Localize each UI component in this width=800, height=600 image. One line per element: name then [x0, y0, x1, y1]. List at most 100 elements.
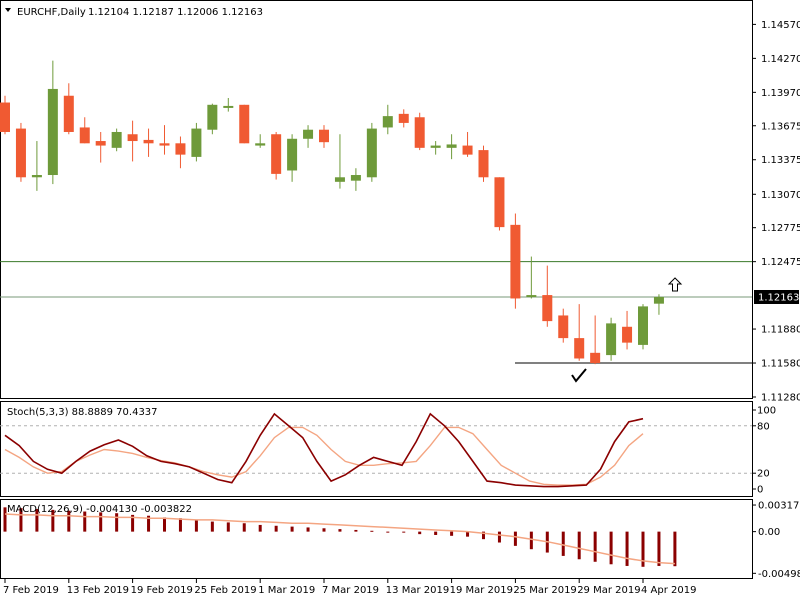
time-tick-label: 29 Mar 2019: [577, 585, 640, 596]
candle: [271, 131, 282, 180]
macd-histogram: [3, 507, 677, 567]
candle: [462, 131, 473, 157]
candle-body: [430, 145, 441, 148]
stoch-axis: 100 80 20 0: [752, 406, 776, 496]
price-tick-label: 1.14570: [761, 20, 800, 31]
candle: [143, 128, 154, 157]
macd-bar: [226, 522, 230, 532]
time-axis: 7 Feb 2019 13 Feb 2019 19 Feb 2019 25 Feb 2…: [3, 578, 696, 596]
time-tick-label: 7 Mar 2019: [322, 585, 379, 596]
stoch-levels: [0, 425, 752, 474]
stoch-title: Stoch(5,3,3) 88.8889 70.4337: [7, 407, 158, 418]
price-tick-label: 1.13070: [761, 190, 800, 201]
candle-body: [239, 104, 250, 144]
macd-pane[interactable]: 0.003177 0.00 -0.00498: [0, 499, 800, 580]
price-tick-label: 1.14270: [761, 54, 800, 65]
macd-bar: [625, 531, 629, 566]
candle: [319, 125, 329, 148]
macd-bar: [418, 531, 422, 535]
price-tick-label: 1.13375: [761, 155, 800, 166]
candle-body: [526, 295, 537, 298]
macd-bar: [386, 531, 390, 533]
time-tick-label: 13 Mar 2019: [386, 585, 449, 596]
candle: [382, 104, 393, 135]
candle-body: [15, 128, 26, 178]
price-tick-label: 1.13970: [761, 88, 800, 99]
candle-body: [31, 175, 42, 178]
macd-bar: [3, 507, 7, 532]
stoch-pane[interactable]: 100 80 20 0: [0, 401, 776, 497]
candle: [510, 213, 521, 309]
candle: [653, 294, 664, 315]
candle-body: [79, 127, 90, 144]
candle: [590, 315, 601, 365]
candle-body: [414, 117, 425, 148]
price-pane[interactable]: 1.14570 1.14270 1.13970 1.13675 1.13375 1.130…: [0, 0, 800, 404]
macd-bar: [35, 509, 39, 532]
macd-bar: [322, 528, 326, 532]
candle: [95, 131, 106, 163]
time-tick-label: 19 Mar 2019: [450, 585, 513, 596]
stoch-lines: [4, 412, 644, 488]
macd-bar: [194, 519, 198, 532]
candle-body: [350, 175, 361, 181]
price-tick-label: 1.11880: [761, 325, 800, 336]
candle-body: [542, 295, 553, 322]
macd-bar: [370, 530, 374, 532]
macd-bar: [163, 517, 166, 532]
candle-body: [271, 134, 282, 174]
macd-bar: [513, 531, 517, 546]
macd-bar: [274, 525, 278, 532]
candle: [111, 128, 122, 152]
check-mark-icon[interactable]: [571, 368, 587, 383]
up-arrow-icon[interactable]: [667, 277, 683, 292]
price-tick-label: 1.13675: [761, 121, 800, 132]
candle: [223, 98, 234, 112]
candle-body: [159, 143, 170, 146]
candle-body: [207, 104, 218, 130]
stoch-tick-label: 100: [757, 406, 776, 417]
macd-tick-label: 0.003177: [758, 501, 800, 512]
candle-body: [303, 129, 314, 139]
macd-bar: [641, 531, 645, 567]
macd-bar: [306, 527, 310, 532]
symbol-label: EURCHF,Daily: [17, 7, 86, 18]
candle: [350, 168, 361, 191]
candle: [558, 308, 569, 343]
candle-body: [462, 145, 473, 155]
candle: [287, 134, 298, 182]
menu-triangle-icon[interactable]: [5, 8, 11, 12]
macd-bar: [338, 529, 342, 532]
candle: [334, 134, 345, 189]
macd-bar: [466, 531, 470, 537]
candle: [255, 134, 266, 148]
candle: [31, 141, 42, 191]
price-hlines: [0, 261, 752, 364]
candle-body: [287, 138, 298, 171]
time-tick-label: 25 Mar 2019: [513, 585, 576, 596]
time-tick-label: 13 Feb 2019: [67, 585, 129, 596]
candle-body: [478, 150, 489, 178]
candle-body: [127, 134, 138, 142]
macd-bar: [19, 508, 23, 532]
candle: [430, 141, 441, 155]
macd-bar: [258, 524, 262, 532]
macd-bar: [290, 526, 294, 532]
macd-signal-line: [4, 513, 675, 565]
candle: [574, 304, 585, 361]
stoch-tick-label: 80: [757, 421, 770, 432]
price-tick-label: 1.11280: [761, 393, 800, 404]
candle: [127, 120, 138, 162]
last-price-box: [754, 289, 799, 304]
macd-bar: [242, 523, 246, 532]
candle-body: [319, 129, 329, 143]
candle: [366, 122, 377, 182]
time-tick-label: 19 Feb 2019: [131, 585, 193, 596]
candle-body: [0, 102, 10, 132]
last-price-label: 1.12163: [758, 292, 799, 303]
macd-bar: [593, 531, 597, 562]
candle-body: [558, 315, 569, 339]
macd-tick-label: 0.00: [758, 527, 780, 538]
price-tick-label: 1.12475: [761, 257, 800, 268]
